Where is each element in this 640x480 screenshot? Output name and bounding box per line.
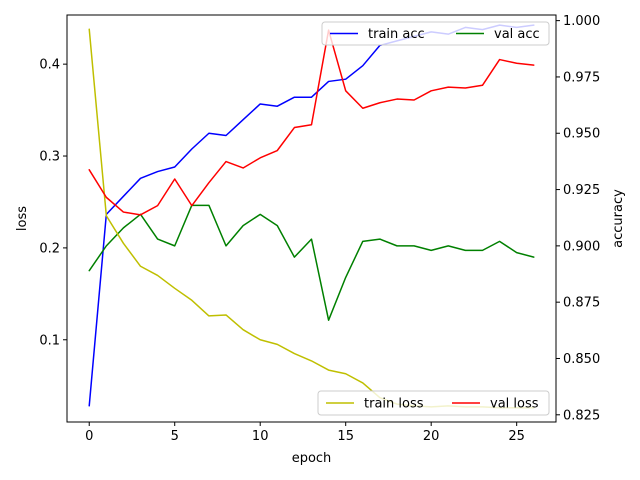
right-y-tick-label: 1.000	[563, 14, 600, 29]
x-axis-label: epoch	[292, 451, 332, 466]
right-y-tick-label: 0.875	[563, 296, 600, 311]
legend-label: val acc	[494, 27, 540, 42]
left-y-axis-label: loss	[15, 206, 30, 231]
right-y-tick-label: 0.825	[563, 408, 600, 423]
series-line-train-loss	[88, 28, 535, 409]
legend-label: train loss	[364, 397, 424, 412]
legend-loss: train loss val loss	[317, 390, 550, 416]
x-tick-label: 0	[85, 429, 93, 444]
plot-frame	[66, 14, 557, 423]
legend-accuracy: train acc val acc	[321, 21, 550, 46]
right-y-tick-label: 0.975	[563, 70, 600, 85]
left-y-tick-label: 0.3	[39, 150, 60, 165]
x-tick-label: 25	[508, 429, 525, 444]
x-tick-label: 5	[171, 429, 179, 444]
legend-box	[317, 390, 550, 416]
right-y-tick-label: 0.950	[563, 127, 600, 142]
right-y-axis-label: accuracy	[611, 189, 626, 248]
x-tick-label: 10	[252, 429, 269, 444]
x-tick-label: 15	[337, 429, 354, 444]
right-y-tick-label: 0.850	[563, 352, 600, 367]
legend-label: train acc	[368, 27, 425, 42]
legend-label: val loss	[490, 397, 539, 412]
left-y-tick-label: 0.2	[39, 241, 60, 256]
series-lines	[88, 24, 535, 409]
series-line-train-acc	[88, 24, 535, 407]
series-line-val-loss	[88, 29, 535, 216]
legend-box	[321, 21, 550, 46]
series-line-val-acc	[88, 204, 535, 321]
left-y-tick-label: 0.1	[39, 333, 60, 348]
right-y-tick-label: 0.925	[563, 183, 600, 198]
left-y-tick-label: 0.4	[39, 58, 60, 73]
right-y-tick-label: 0.900	[563, 239, 600, 254]
x-tick-label: 20	[423, 429, 440, 444]
axis-ticks: 0 5 10 15 20 25 0.1 0.2 0.3 0.4 0.825 0.850 0.875 0.9…	[39, 14, 600, 444]
